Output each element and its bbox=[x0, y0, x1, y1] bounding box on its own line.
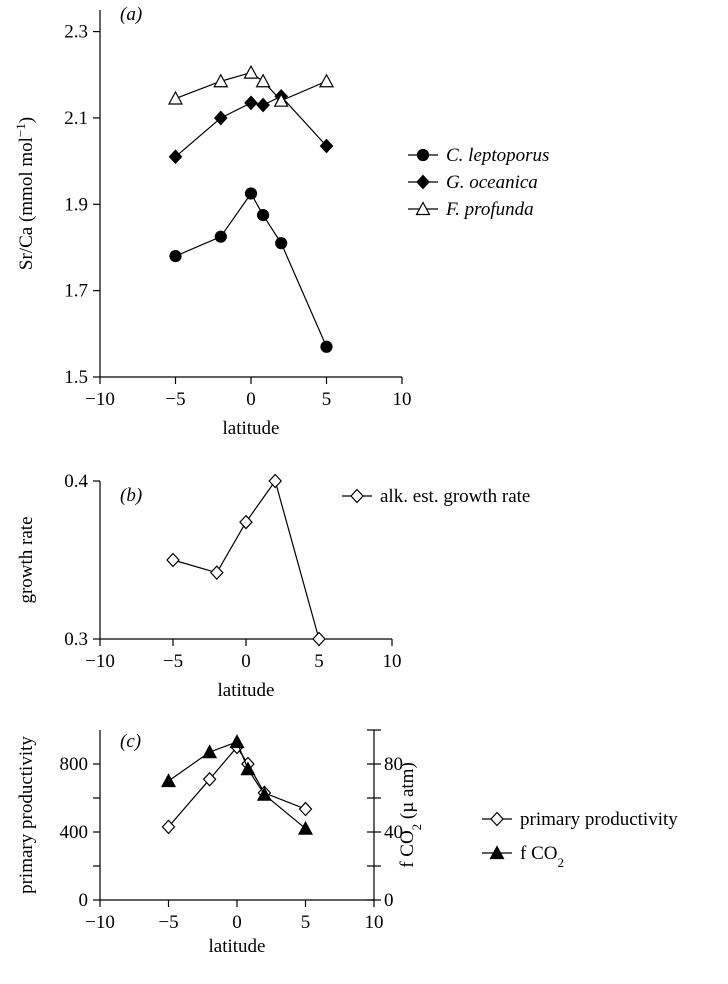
panel-a-x-tick-label: −10 bbox=[85, 389, 115, 410]
panel-a-data-point bbox=[215, 231, 226, 242]
panel-c-x-tick-label: 0 bbox=[232, 912, 242, 933]
panel-b-x-axis-label: latitude bbox=[218, 680, 275, 701]
panel-a-data-point bbox=[258, 210, 269, 221]
panel-a-y-tick-label: 2.3 bbox=[64, 22, 88, 43]
panel-a-x-tick-label: 0 bbox=[246, 389, 256, 410]
panel-a-data-point bbox=[170, 251, 181, 262]
panel-a-y-tick-label: 1.7 bbox=[64, 281, 88, 302]
panel-a-legend-label: C. leptoporus bbox=[446, 145, 549, 166]
panel-a-y-axis-label: Sr/Ca (mmol mol−1) bbox=[13, 117, 38, 270]
panel-a-data-point bbox=[169, 92, 182, 104]
panel-a-data-point bbox=[257, 75, 270, 87]
panel-a-y-tick-label: 1.9 bbox=[64, 194, 88, 215]
panel-a-data-point bbox=[257, 98, 269, 111]
panel-a-label: (a) bbox=[120, 4, 142, 25]
panel-b-x-tick-label: 0 bbox=[241, 651, 251, 672]
panel-c-x-tick-label: −10 bbox=[85, 912, 115, 933]
panel-c-legend-label: primary productivity bbox=[520, 809, 678, 830]
panel-a-x-tick-label: 5 bbox=[322, 389, 332, 410]
panel-a-x-axis-label: latitude bbox=[223, 418, 280, 439]
panel-a-data-point bbox=[321, 341, 332, 352]
panel-c-x-tick-label: −5 bbox=[158, 912, 178, 933]
panel-a-legend-label: G. oceanica bbox=[446, 172, 538, 193]
panel-a-legend-marker bbox=[418, 150, 429, 161]
panel-a-data-point bbox=[170, 150, 182, 163]
panel-a-legend-label: F. profunda bbox=[445, 199, 534, 220]
panel-a-series-line bbox=[176, 194, 327, 347]
panel-c-y-tick-label: 800 bbox=[60, 754, 89, 775]
panel-c-y-tick-label: 400 bbox=[60, 822, 89, 843]
panel-a-data-point bbox=[215, 111, 227, 124]
panel-c-y-right-axis-label: f CO2 (µ atm) bbox=[397, 762, 424, 868]
panel-c-legend-marker bbox=[491, 813, 503, 826]
panel-c-data-point bbox=[231, 735, 244, 747]
panel-a-data-point bbox=[214, 75, 227, 87]
panel-a-y-tick-label: 1.5 bbox=[64, 367, 88, 388]
panel-a-data-point bbox=[245, 96, 257, 109]
panel-a-y-tick-label: 2.1 bbox=[64, 108, 88, 129]
panel-b-series-line bbox=[173, 481, 319, 639]
panel-c-label: (c) bbox=[120, 731, 141, 752]
panel-c-x-tick-label: 10 bbox=[365, 912, 384, 933]
panel-b-legend-label: alk. est. growth rate bbox=[380, 486, 530, 507]
panel-b-data-point bbox=[240, 516, 252, 529]
panel-b-data-point bbox=[269, 475, 281, 488]
panel-c-data-point bbox=[203, 746, 216, 758]
panel-b-x-tick-label: 5 bbox=[314, 651, 324, 672]
panel-b-label: (b) bbox=[120, 485, 142, 506]
panel-a-data-point bbox=[246, 188, 257, 199]
panel-b-data-point bbox=[211, 566, 223, 579]
panel-b-x-tick-label: −10 bbox=[85, 651, 115, 672]
panel-c-x-axis-label: latitude bbox=[209, 936, 266, 957]
panel-a-legend-marker bbox=[417, 176, 429, 189]
panel-c-data-point bbox=[162, 775, 175, 787]
panel-b-y-axis-label: growth rate bbox=[16, 516, 37, 603]
panel-a-data-point bbox=[320, 75, 333, 87]
panel-a-x-tick-label: −5 bbox=[165, 389, 185, 410]
panel-c-x-tick-label: 5 bbox=[301, 912, 311, 933]
panel-c-series-line bbox=[169, 742, 306, 829]
panel-a-data-point bbox=[276, 238, 287, 249]
panel-a-data-point bbox=[245, 66, 258, 78]
panel-b-data-point bbox=[167, 554, 179, 567]
panel-c-y-axis-label: primary productivity bbox=[16, 736, 37, 894]
panel-c-series-line bbox=[169, 747, 306, 827]
panel-b-data-point bbox=[313, 633, 325, 646]
panel-b-y-tick-label: 0.3 bbox=[64, 629, 88, 650]
panel-b-y-tick-label: 0.4 bbox=[64, 471, 88, 492]
panel-b-legend-marker bbox=[351, 490, 363, 503]
panel-a-x-tick-label: 10 bbox=[393, 389, 412, 410]
panel-c-y-right-tick-label: 0 bbox=[384, 890, 394, 911]
panel-b-x-tick-label: −5 bbox=[163, 651, 183, 672]
panel-c-data-point bbox=[299, 822, 312, 834]
panel-c-y-tick-label: 0 bbox=[79, 890, 89, 911]
panel-c-data-point bbox=[300, 803, 312, 816]
panel-c-legend-label: f CO2 bbox=[520, 843, 564, 870]
panel-b-x-tick-label: 10 bbox=[383, 651, 402, 672]
